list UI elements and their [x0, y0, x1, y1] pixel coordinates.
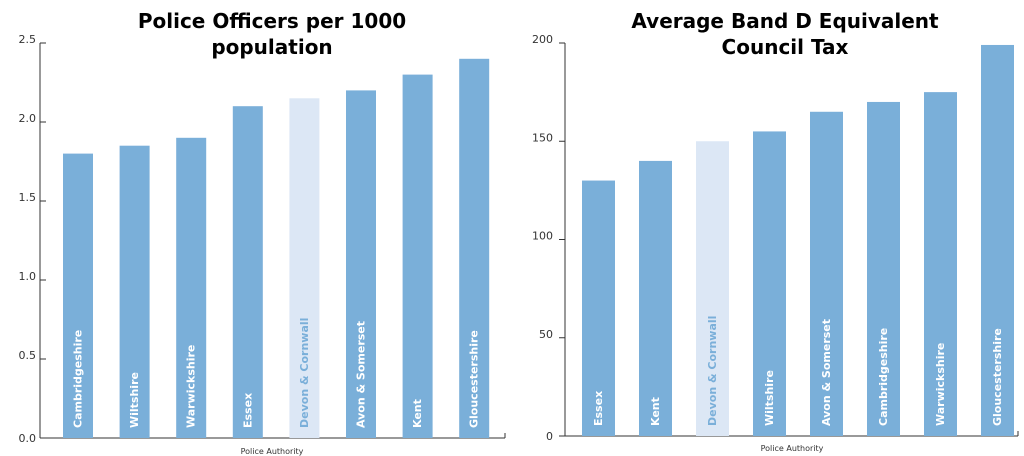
bar-label: Warwickshire: [934, 343, 947, 426]
bar-label: Avon & Somerset: [820, 319, 833, 426]
bar-gloucestershire: [981, 44, 1014, 437]
bar-essex: [582, 180, 615, 436]
chart-title-line-1: Police Officers per 1000: [138, 9, 406, 33]
bar-warwickshire: [176, 137, 207, 439]
bar-label: Gloucestershire: [468, 330, 481, 428]
y-tick-label: 2.0: [19, 112, 37, 125]
bar-label: Warwickshire: [185, 345, 198, 428]
y-tick-label: 0: [546, 430, 553, 443]
bar-cambridgeshire: [867, 101, 900, 436]
chart-police-officers: Police Officers per 1000 population Poli…: [19, 9, 506, 456]
bar-wiltshire: [753, 131, 786, 437]
bar-label: Kent: [411, 399, 424, 428]
y-tick-label: 50: [539, 328, 553, 341]
y-tick-label: 1.5: [19, 191, 37, 204]
y-tick-label: 150: [532, 131, 553, 144]
x-axis-label: Police Authority: [761, 444, 824, 453]
y-tick-label: 1.0: [19, 270, 37, 283]
bar-label: Kent: [649, 397, 662, 426]
chart-title-line-2: Council Tax: [722, 35, 849, 59]
y-tick-label: 200: [532, 33, 553, 46]
bar-cambridgeshire: [63, 153, 93, 438]
chart-title-line-1: Average Band D Equivalent: [631, 9, 939, 33]
bar-label: Avon & Somerset: [355, 321, 368, 428]
y-tick-label: 100: [532, 230, 553, 243]
chart-council-tax: Average Band D Equivalent Council Tax Po…: [532, 9, 1019, 453]
bar-label: Wiltshire: [763, 370, 776, 426]
bar-kent: [402, 74, 433, 438]
bar-avon-somerset: [346, 90, 376, 439]
x-axis-label: Police Authority: [241, 447, 304, 456]
y-tick-label: 0.5: [19, 349, 37, 362]
bar-label: Gloucestershire: [991, 328, 1004, 426]
bar-label: Wiltshire: [128, 372, 141, 428]
bar-label: Devon & Cornwall: [298, 318, 311, 428]
bar-avon-somerset: [810, 111, 843, 437]
bar-label: Devon & Cornwall: [706, 316, 719, 426]
bar-label: Cambridgeshire: [877, 328, 890, 426]
bar-wiltshire: [119, 145, 150, 438]
y-tick-label: 2.5: [19, 33, 37, 46]
bar-gloucestershire: [459, 58, 490, 439]
bar-label: Essex: [241, 393, 254, 428]
bar-kent: [639, 160, 672, 436]
y-tick-label: 0.0: [19, 432, 37, 445]
bar-label: Cambridgeshire: [72, 330, 85, 428]
bar-devon-cornwall: [696, 141, 729, 436]
bar-devon-cornwall: [289, 98, 320, 439]
bar-essex: [232, 106, 263, 438]
bar-warwickshire: [924, 92, 957, 436]
bar-label: Essex: [592, 391, 605, 426]
chart-title-line-2: population: [211, 35, 332, 59]
